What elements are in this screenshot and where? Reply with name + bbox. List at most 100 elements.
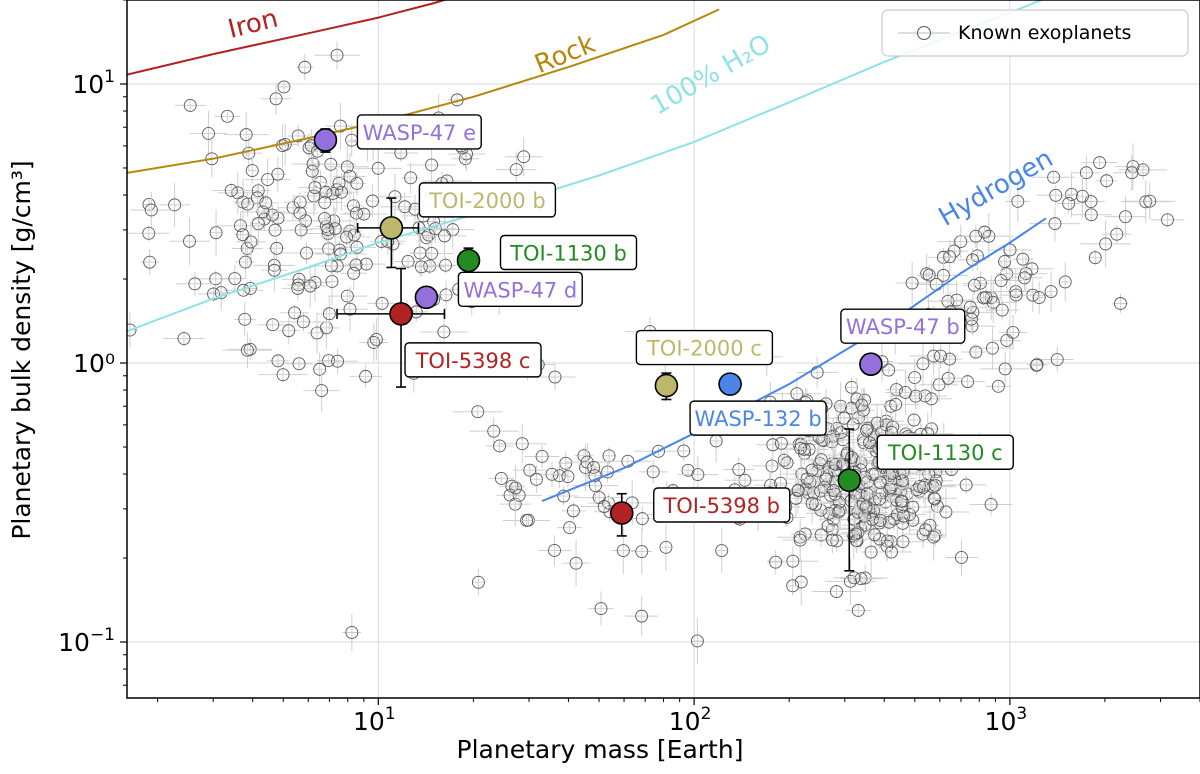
- exoplanet-point: [251, 184, 265, 198]
- exoplanet-point: [793, 533, 807, 547]
- exoplanet-point: [261, 173, 275, 187]
- exoplanet-point: [898, 386, 912, 399]
- exoplanet-point: [367, 336, 381, 349]
- exoplanet-point: [897, 509, 911, 523]
- planet-label: TOI-1130 c: [887, 441, 1003, 465]
- exoplanet-point: [882, 515, 896, 529]
- exoplanet-point: [188, 277, 202, 291]
- exoplanet-point: [1062, 197, 1076, 210]
- exoplanet-point: [398, 200, 412, 214]
- exoplanet-point: [308, 181, 322, 195]
- exoplanet-point: [566, 504, 580, 518]
- exoplanet-point: [1093, 156, 1107, 170]
- exoplanet-point: [967, 278, 981, 292]
- legend-label: Known exoplanets: [958, 22, 1131, 44]
- exoplanet-point: [509, 163, 523, 177]
- exoplanet-point: [228, 272, 242, 285]
- exoplanet-point: [860, 421, 874, 435]
- exoplanet-point: [306, 157, 320, 171]
- planet-label: WASP-47 e: [363, 121, 476, 145]
- exoplanet-point: [765, 459, 779, 473]
- exoplanet-point: [941, 294, 955, 308]
- exoplanet-point: [616, 544, 630, 557]
- exoplanet-point: [859, 500, 873, 514]
- exoplanet-point: [292, 357, 306, 371]
- exoplanet-point: [895, 474, 909, 488]
- exoplanet-point: [984, 498, 998, 511]
- exoplanet-point: [439, 288, 453, 302]
- exoplanet-point: [825, 533, 839, 547]
- exoplanet-point: [241, 197, 255, 211]
- exoplanet-point: [786, 579, 800, 593]
- exoplanet-point: [240, 241, 254, 255]
- exoplanet-point: [1009, 288, 1023, 302]
- exoplanet-point: [905, 276, 919, 290]
- exoplanet-point: [425, 158, 439, 172]
- planet-label-box: [457, 271, 583, 307]
- planet-marker: [654, 373, 679, 398]
- exoplanet-point: [873, 492, 887, 506]
- exoplanet-point: [322, 242, 336, 256]
- exoplanet-point: [845, 380, 859, 394]
- exoplanet-point: [1139, 195, 1153, 209]
- planet-label: TOI-5398 c: [415, 349, 531, 373]
- curve-hydrogen: [541, 217, 1047, 503]
- exoplanet-point: [142, 226, 156, 240]
- legend-box: [881, 9, 1189, 57]
- exoplanet-point: [961, 375, 975, 389]
- exoplanet-point: [388, 190, 402, 204]
- exoplanet-point: [939, 505, 953, 519]
- exoplanet-point: [340, 289, 354, 303]
- exoplanet-point: [245, 164, 259, 178]
- exoplanet-point: [231, 186, 245, 200]
- exoplanet-point: [298, 60, 312, 74]
- exoplanet-point: [548, 370, 562, 384]
- exoplanet-point: [884, 480, 898, 494]
- exoplanet-point: [268, 223, 282, 237]
- planet-label: TOI-2000 b: [428, 189, 546, 213]
- y-tick-label: 10−1: [58, 625, 115, 657]
- exoplanet-point: [994, 274, 1008, 288]
- planet-label: WASP-47 d: [463, 278, 577, 302]
- exoplanet-point: [509, 481, 523, 495]
- exoplanet-point: [238, 255, 252, 269]
- exoplanet-point: [943, 352, 957, 366]
- exoplanet-point: [873, 476, 887, 490]
- exoplanet-point: [832, 495, 846, 509]
- exoplanet-point: [847, 571, 861, 585]
- exoplanet-point: [1032, 291, 1046, 305]
- exoplanet-point: [998, 255, 1012, 268]
- exoplanet-point: [266, 318, 280, 332]
- exoplanet-point: [873, 532, 887, 546]
- exoplanet-point: [349, 258, 363, 272]
- exoplanet-point: [425, 247, 439, 260]
- exoplanet-point: [847, 529, 861, 543]
- exoplanet-point: [837, 411, 851, 425]
- exoplanet-point: [331, 354, 345, 368]
- exoplanet-point: [863, 436, 877, 450]
- planet-marker: [456, 248, 481, 273]
- exoplanet-point: [313, 362, 327, 376]
- exoplanet-point: [774, 436, 788, 450]
- exoplanet-point: [927, 530, 941, 544]
- exoplanet-point: [794, 575, 808, 589]
- planet-marker: [313, 128, 338, 152]
- exoplanet-point: [414, 260, 428, 274]
- exoplanet-point: [563, 521, 577, 535]
- exoplanet-point: [919, 523, 933, 537]
- exoplanet-point: [569, 556, 583, 570]
- exoplanet-point: [183, 234, 196, 248]
- exoplanet-point: [332, 176, 346, 190]
- exoplanet-point: [271, 167, 285, 181]
- exoplanet-point: [955, 551, 968, 564]
- exoplanet-point: [965, 312, 978, 326]
- y-axis-label: Planetary bulk density [g/cm³]: [7, 160, 36, 539]
- exoplanet-point: [822, 506, 836, 520]
- exoplanet-point: [559, 456, 573, 470]
- exoplanet-point: [493, 439, 506, 453]
- exoplanet-point: [251, 217, 265, 231]
- exoplanet-point: [293, 206, 307, 220]
- exoplanet-point: [535, 450, 549, 463]
- planet-marker: [414, 285, 439, 310]
